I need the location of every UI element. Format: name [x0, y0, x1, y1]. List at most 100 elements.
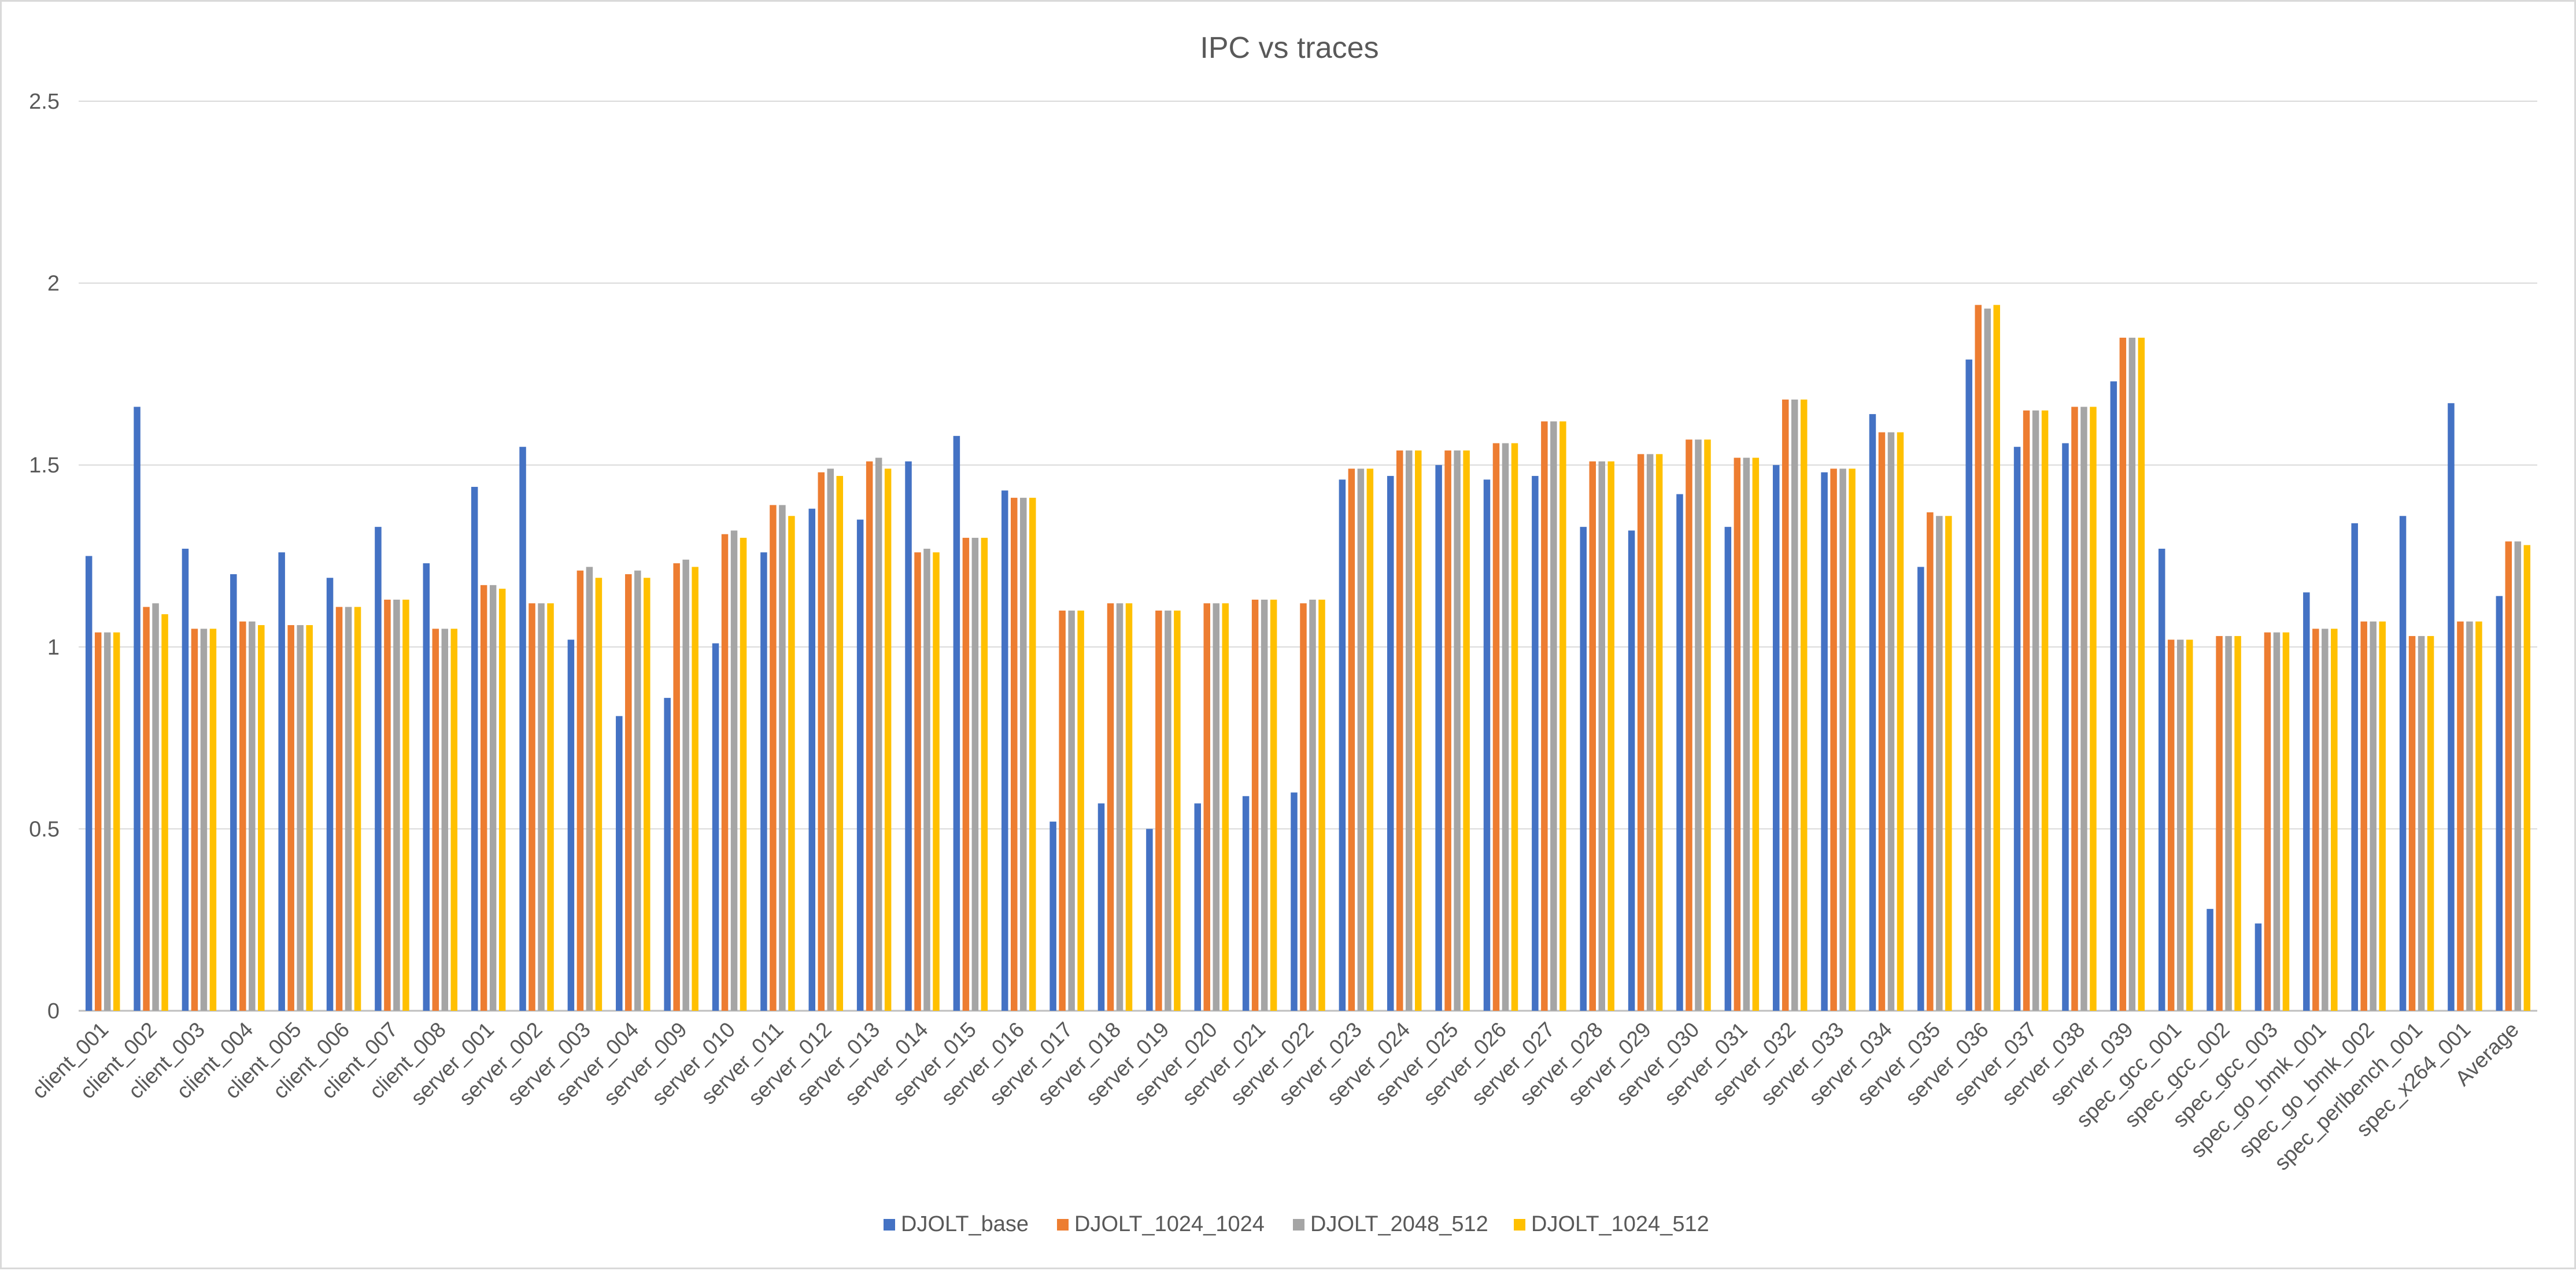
- bar-DJOLT_1024_512-server_015: [981, 538, 988, 1011]
- bar-DJOLT_1024_512-server_028: [1607, 461, 1614, 1011]
- bar-DJOLT_2048_512-server_023: [1357, 468, 1365, 1011]
- bar-DJOLT_2048_512-client_006: [345, 607, 352, 1011]
- bar-DJOLT_1024_1024-server_024: [1396, 450, 1403, 1011]
- bar-DJOLT_2048_512-server_035: [1936, 516, 1943, 1011]
- bar-DJOLT_2048_512-server_009: [682, 559, 689, 1011]
- bar-DJOLT_1024_1024-server_016: [1011, 497, 1018, 1011]
- bar-DJOLT_1024_512-server_012: [836, 476, 844, 1011]
- bar-DJOLT_1024_1024-server_015: [962, 538, 970, 1011]
- legend-label: DJOLT_1024_512: [1531, 1212, 1709, 1236]
- bar-DJOLT_2048_512-server_034: [1887, 432, 1895, 1011]
- bar-DJOLT_1024_1024-server_013: [866, 461, 873, 1011]
- bar-DJOLT_base-server_020: [1194, 803, 1202, 1011]
- bar-DJOLT_1024_1024-Average: [2505, 541, 2512, 1011]
- bar-DJOLT_1024_1024-server_004: [625, 574, 632, 1011]
- legend-swatch-DJOLT_2048_512: [1293, 1219, 1304, 1231]
- bar-DJOLT_1024_1024-server_036: [1975, 305, 1982, 1011]
- bar-DJOLT_base-server_015: [953, 435, 960, 1011]
- bar-DJOLT_1024_512-client_007: [402, 600, 409, 1011]
- bar-DJOLT_1024_1024-server_002: [528, 603, 535, 1011]
- bar-DJOLT_1024_1024-spec_gcc_001: [2167, 640, 2175, 1011]
- bar-DJOLT_1024_512-server_037: [2041, 410, 2049, 1011]
- bar-DJOLT_base-client_008: [423, 563, 430, 1011]
- bar-DJOLT_1024_512-server_023: [1366, 468, 1374, 1011]
- y-tick-label: 0.5: [29, 817, 60, 841]
- bar-DJOLT_base-server_025: [1435, 465, 1442, 1011]
- bar-DJOLT_base-Average: [2496, 596, 2503, 1011]
- bar-DJOLT_1024_1024-client_004: [239, 621, 246, 1011]
- bar-DJOLT_2048_512-server_037: [2032, 410, 2039, 1011]
- bar-DJOLT_2048_512-server_028: [1598, 461, 1605, 1011]
- bar-DJOLT_1024_512-server_017: [1077, 610, 1084, 1011]
- bar-DJOLT_1024_1024-server_031: [1734, 457, 1741, 1011]
- bar-DJOLT_1024_1024-spec_go_bmk_001: [2312, 629, 2319, 1011]
- bar-DJOLT_base-server_013: [856, 519, 864, 1011]
- bar-DJOLT_1024_1024-client_008: [432, 629, 439, 1011]
- bar-DJOLT_1024_1024-server_033: [1830, 468, 1837, 1011]
- bar-DJOLT_1024_512-spec_gcc_002: [2234, 636, 2241, 1011]
- bar-DJOLT_1024_512-server_018: [1125, 603, 1133, 1011]
- legend-label: DJOLT_base: [901, 1212, 1029, 1236]
- bar-DJOLT_1024_1024-server_034: [1878, 432, 1886, 1011]
- legend: DJOLT_base DJOLT_1024_1024 DJOLT_2048_512 D…: [884, 1212, 1709, 1236]
- bar-DJOLT_1024_512-server_038: [2090, 407, 2097, 1011]
- bar-DJOLT_base-client_007: [375, 527, 382, 1011]
- bar-DJOLT_base-server_016: [1001, 490, 1008, 1011]
- bar-DJOLT_1024_512-client_001: [113, 632, 120, 1011]
- bar-DJOLT_base-server_028: [1580, 527, 1587, 1011]
- bar-DJOLT_1024_1024-server_022: [1300, 603, 1307, 1011]
- bar-DJOLT_2048_512-client_007: [393, 600, 400, 1011]
- bar-DJOLT_2048_512-server_019: [1165, 610, 1171, 1011]
- bar-DJOLT_base-server_003: [567, 640, 575, 1011]
- bar-DJOLT_1024_1024-client_002: [143, 607, 150, 1011]
- bar-DJOLT_base-spec_perlbench_001: [2399, 516, 2407, 1011]
- bar-DJOLT_2048_512-spec_gcc_001: [2176, 640, 2184, 1011]
- bar-DJOLT_1024_512-server_021: [1270, 600, 1277, 1011]
- bar-DJOLT_1024_512-server_022: [1318, 600, 1325, 1011]
- bar-DJOLT_1024_1024-server_023: [1348, 468, 1355, 1011]
- y-tick-label: 2: [47, 272, 60, 296]
- bar-DJOLT_base-server_037: [2013, 446, 2021, 1011]
- bar-DJOLT_1024_512-client_005: [306, 625, 313, 1011]
- bar-DJOLT_base-server_010: [712, 643, 719, 1011]
- bar-DJOLT_1024_1024-spec_perlbench_001: [2408, 636, 2416, 1011]
- bar-DJOLT_base-server_023: [1339, 479, 1346, 1011]
- bar-DJOLT_2048_512-spec_perlbench_001: [2418, 636, 2425, 1011]
- bar-DJOLT_base-server_011: [760, 552, 767, 1011]
- bar-DJOLT_base-client_001: [85, 556, 93, 1011]
- bar-DJOLT_base-client_004: [230, 574, 237, 1011]
- bar-DJOLT_1024_512-server_004: [644, 578, 651, 1011]
- bar-DJOLT_2048_512-client_001: [104, 632, 111, 1011]
- bar-DJOLT_1024_1024-server_021: [1251, 600, 1259, 1011]
- bar-DJOLT_1024_512-server_034: [1897, 432, 1904, 1011]
- bar-DJOLT_1024_512-server_002: [547, 603, 554, 1011]
- bar-DJOLT_1024_1024-server_009: [673, 563, 680, 1011]
- bar-DJOLT_base-server_035: [1917, 567, 1924, 1011]
- legend-swatch-DJOLT_base: [884, 1219, 895, 1231]
- bar-DJOLT_1024_512-spec_gcc_001: [2186, 640, 2193, 1011]
- bar-DJOLT_1024_512-server_020: [1222, 603, 1229, 1011]
- bar-DJOLT_base-spec_x264_001: [2448, 403, 2455, 1011]
- bar-DJOLT_1024_512-server_026: [1511, 443, 1518, 1011]
- bar-DJOLT_base-spec_gcc_003: [2255, 923, 2262, 1011]
- bar-DJOLT_2048_512-server_029: [1646, 454, 1654, 1011]
- bar-DJOLT_2048_512-server_010: [730, 530, 738, 1011]
- bar-DJOLT_2048_512-server_013: [875, 457, 882, 1011]
- bar-DJOLT_1024_1024-server_011: [770, 505, 777, 1011]
- y-tick-label: 1: [47, 636, 60, 660]
- bar-DJOLT_2048_512-client_004: [249, 621, 256, 1011]
- bar-DJOLT_1024_1024-server_028: [1589, 461, 1596, 1011]
- bar-DJOLT_1024_512-server_036: [1993, 305, 2000, 1011]
- bar-DJOLT_1024_512-server_014: [933, 552, 940, 1011]
- bar-DJOLT_base-server_024: [1387, 476, 1394, 1011]
- bar-DJOLT_1024_1024-client_007: [384, 600, 391, 1011]
- bar-DJOLT_1024_1024-server_029: [1637, 454, 1644, 1011]
- bar-DJOLT_1024_1024-client_006: [335, 607, 343, 1011]
- bar-DJOLT_2048_512-client_005: [297, 625, 304, 1011]
- y-axis-ticks: 0 0.5 1 1.5 2 2.5: [29, 90, 60, 1024]
- legend-swatch-DJOLT_1024_1024: [1057, 1219, 1069, 1231]
- bar-DJOLT_2048_512-Average: [2514, 541, 2522, 1011]
- bar-DJOLT_1024_1024-server_001: [480, 585, 487, 1011]
- gridlines: [79, 101, 2537, 1012]
- bar-DJOLT_base-client_006: [326, 578, 334, 1011]
